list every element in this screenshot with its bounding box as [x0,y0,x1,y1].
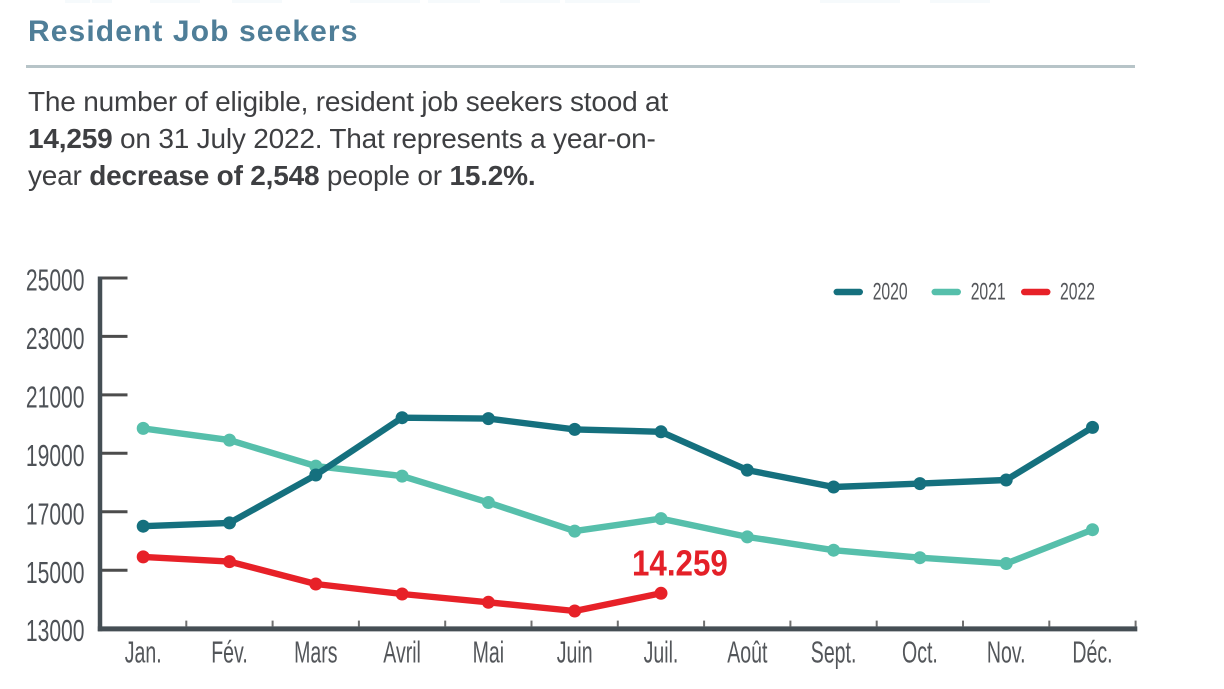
svg-text:Nov.: Nov. [987,636,1026,670]
svg-text:Mars: Mars [294,636,337,670]
svg-text:Fév.: Fév. [211,636,248,670]
svg-text:2020: 2020 [873,279,908,305]
svg-text:Juil.: Juil. [644,636,679,670]
svg-text:2022: 2022 [1060,279,1095,305]
svg-text:Août: Août [727,636,767,670]
svg-text:Sept.: Sept. [811,636,857,670]
svg-text:15000: 15000 [26,555,85,590]
svg-text:Mai: Mai [473,636,504,670]
svg-text:2021: 2021 [971,279,1006,305]
svg-text:Oct.: Oct. [902,636,938,670]
svg-text:23000: 23000 [26,321,85,356]
svg-text:17000: 17000 [26,496,85,531]
svg-text:25000: 25000 [26,263,85,298]
svg-text:Déc.: Déc. [1072,636,1112,670]
svg-text:Avril: Avril [383,636,421,670]
svg-text:Jan.: Jan. [125,636,162,670]
svg-text:13000: 13000 [26,613,85,648]
svg-text:21000: 21000 [26,379,85,414]
svg-text:Juin: Juin [557,636,593,670]
svg-text:19000: 19000 [26,438,85,473]
svg-text:14.259: 14.259 [632,543,728,584]
